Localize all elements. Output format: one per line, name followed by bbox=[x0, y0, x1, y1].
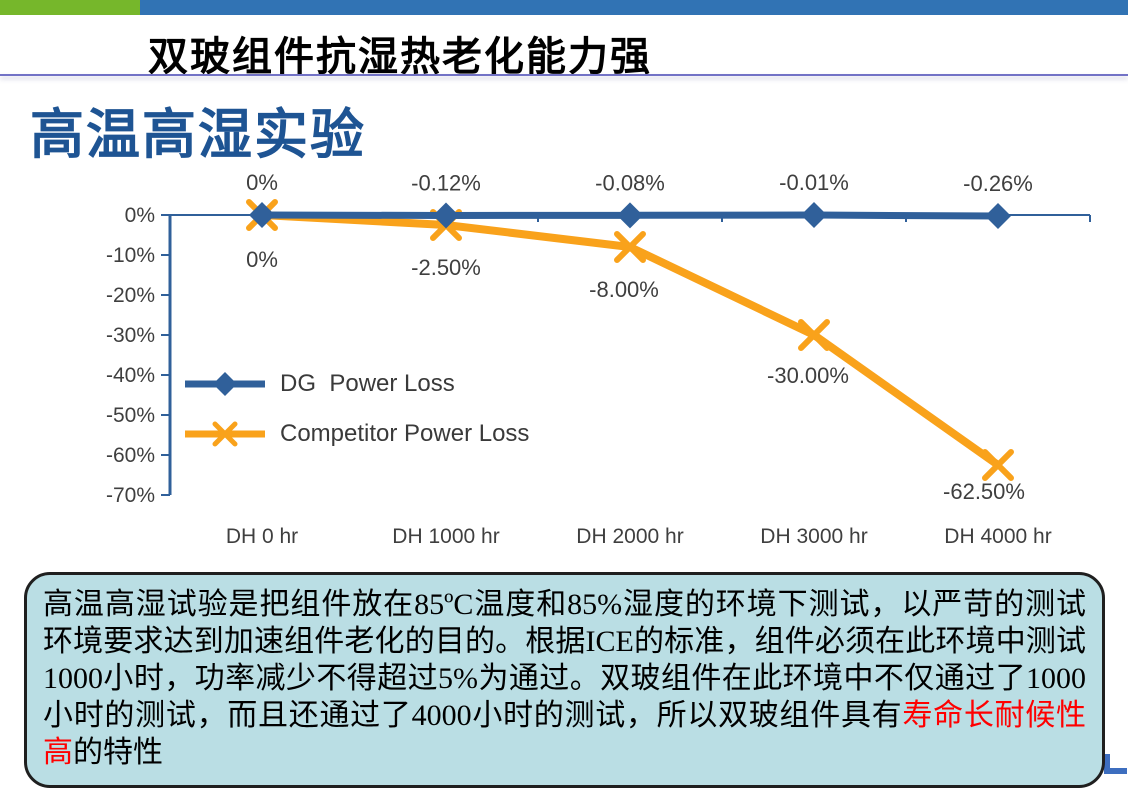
diamond-marker-icon bbox=[617, 202, 643, 229]
x-marker-icon bbox=[982, 449, 1014, 481]
legend-item: DG Power Loss bbox=[182, 370, 529, 398]
data-label: 0% bbox=[246, 247, 278, 272]
y-axis-label: -20% bbox=[106, 284, 155, 307]
x-axis-label: DH 0 hr bbox=[226, 525, 298, 548]
top-bar-blue-segment bbox=[140, 0, 1128, 15]
top-bar-green-segment bbox=[0, 0, 140, 15]
diamond-marker-icon bbox=[985, 203, 1011, 230]
diamond-marker-icon bbox=[249, 202, 275, 228]
data-label: -0.01% bbox=[779, 170, 849, 195]
data-label: 0% bbox=[246, 170, 278, 195]
legend-label: DG Power Loss bbox=[280, 370, 455, 397]
y-axis-label: -40% bbox=[106, 364, 155, 387]
data-label: -30.00% bbox=[767, 363, 849, 388]
note-text-after: 的特性 bbox=[73, 736, 163, 769]
x-axis-label: DH 2000 hr bbox=[576, 525, 683, 548]
x-marker-icon bbox=[798, 319, 830, 351]
legend-x-marker-icon bbox=[185, 421, 265, 447]
top-color-bar bbox=[0, 0, 1128, 15]
logo-corner-mark bbox=[1104, 754, 1127, 774]
y-axis-label: -10% bbox=[106, 244, 155, 267]
slide-title: 双玻组件抗湿热老化能力强 bbox=[148, 35, 652, 79]
legend-diamond-marker-icon bbox=[185, 372, 265, 396]
x-axis-label: DH 3000 hr bbox=[760, 525, 867, 548]
title-divider-rule bbox=[0, 74, 1128, 76]
diamond-marker-icon bbox=[433, 202, 459, 229]
note-box: 高温高湿试验是把组件放在85ºC温度和85%湿度的环境下测试，以严苛的测试环境要… bbox=[24, 572, 1105, 788]
note-text-before: 高温高湿试验是把组件放在85ºC温度和85%湿度的环境下测试，以严苛的测试环境要… bbox=[43, 588, 1086, 732]
chart-section-title: 高温高湿实验 bbox=[30, 105, 366, 165]
y-axis-label: -50% bbox=[106, 404, 155, 427]
x-axis-label: DH 4000 hr bbox=[944, 525, 1051, 548]
y-axis-label: 0% bbox=[125, 204, 155, 227]
y-axis-label: -70% bbox=[106, 484, 155, 507]
data-label: -0.12% bbox=[411, 170, 481, 195]
y-axis-label: -30% bbox=[106, 324, 155, 347]
data-label: -62.50% bbox=[943, 479, 1025, 504]
data-label: -0.26% bbox=[963, 171, 1033, 196]
y-axis-label: -60% bbox=[106, 444, 155, 467]
data-label: -8.00% bbox=[589, 277, 659, 302]
legend-item: Competitor Power Loss bbox=[182, 420, 529, 448]
note-highlight-text: 寿命长耐候性高 bbox=[43, 699, 1086, 769]
legend-label: Competitor Power Loss bbox=[280, 420, 530, 447]
x-marker-icon bbox=[614, 231, 646, 263]
x-axis-label: DH 1000 hr bbox=[392, 525, 499, 548]
data-label: -0.08% bbox=[595, 170, 665, 195]
diamond-marker-icon bbox=[801, 202, 827, 229]
data-label: -2.50% bbox=[411, 255, 481, 280]
chart-legend: DG Power Loss Competitor Power Loss bbox=[182, 370, 529, 470]
